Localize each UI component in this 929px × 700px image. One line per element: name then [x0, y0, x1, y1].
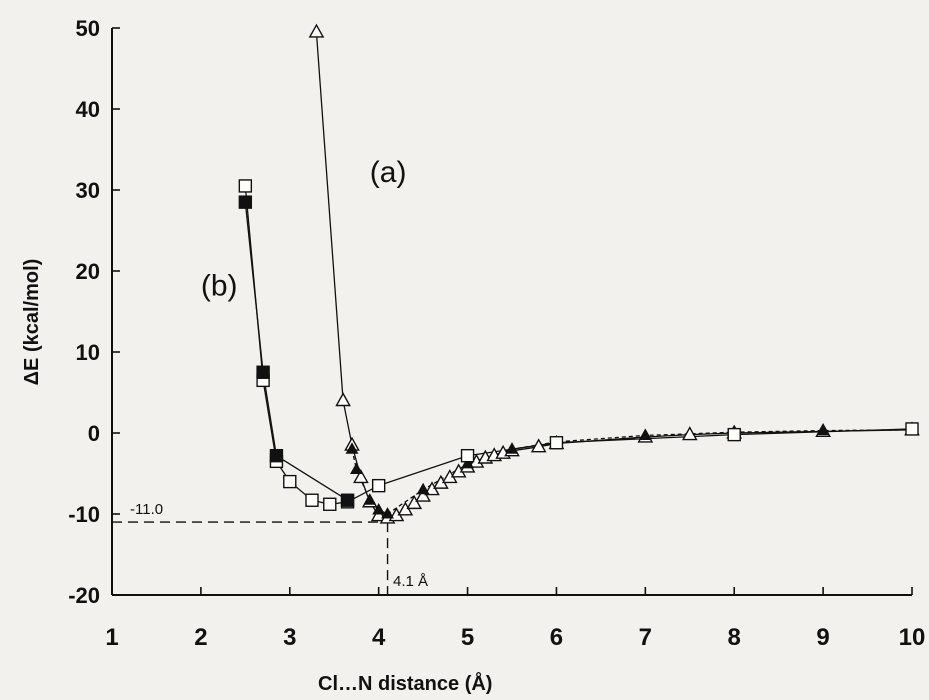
data-point-triangle	[335, 392, 351, 407]
series-line-1	[351, 429, 913, 515]
x-tick-label: 5	[461, 624, 474, 651]
data-point-square	[727, 427, 741, 442]
y-tick-label: 50	[76, 16, 100, 41]
data-point-square	[549, 436, 564, 450]
data-point-triangle	[381, 507, 394, 519]
x-tick-label: 3	[283, 624, 296, 651]
data-point-triangle	[530, 438, 547, 453]
data-point-triangle	[461, 456, 474, 469]
min-energy-label: -11.0	[130, 501, 163, 518]
x-tick-label: 4	[372, 624, 386, 651]
data-point-triangle	[416, 482, 430, 495]
x-axis-title: Cl…N distance (Å)	[318, 671, 492, 695]
ticks: -20 -10 0 10 20 30 40 50 1 2 3 4 5 6 7 8 9 10	[68, 16, 925, 651]
data-point-triangle	[681, 426, 698, 441]
series-line-0	[315, 31, 913, 519]
y-tick-label: 10	[76, 340, 100, 365]
data-point-square	[283, 474, 297, 489]
x-tick-label: 7	[639, 624, 652, 651]
data-point-triangle	[345, 442, 359, 454]
data-point-triangle	[363, 493, 377, 505]
y-tick-label: -20	[68, 583, 100, 608]
curve-label-a: (a)	[370, 156, 407, 189]
data-point-triangle	[372, 503, 386, 515]
series-lines	[244, 31, 913, 519]
data-point-square	[905, 422, 919, 436]
x-tick-label: 1	[105, 624, 118, 651]
axes	[111, 28, 912, 596]
x-tick-label: 10	[899, 624, 926, 651]
data-point-triangle	[350, 462, 363, 474]
data-point-triangle	[816, 423, 830, 436]
data-point-triangle	[638, 428, 652, 440]
min-distance-label: 4.1 Å	[393, 573, 428, 590]
series-markers	[238, 23, 920, 524]
y-tick-label: 40	[76, 97, 100, 122]
y-axis-title: ΔE (kcal/mol)	[21, 259, 43, 386]
data-point-square	[238, 179, 253, 193]
y-tick-label: -10	[68, 502, 100, 527]
minimum-guides	[112, 521, 389, 595]
data-point-square	[269, 448, 284, 463]
data-point-triangle	[505, 442, 519, 454]
y-tick-label: 20	[76, 259, 100, 284]
data-point-square	[371, 478, 386, 493]
x-tick-label: 6	[550, 624, 563, 651]
x-tick-label: 2	[194, 624, 207, 651]
y-tick-label: 0	[88, 421, 100, 446]
data-point-square	[238, 195, 253, 209]
x-tick-label: 9	[816, 624, 829, 651]
data-point-triangle	[406, 495, 423, 510]
y-tick-label: 30	[76, 178, 100, 203]
data-point-triangle	[353, 469, 369, 484]
x-tick-label: 8	[728, 624, 741, 651]
data-point-triangle	[308, 23, 325, 38]
text-labels: Cl…N distance (Å) ΔE (kcal/mol) -11.0 4.…	[21, 156, 492, 695]
data-point-square	[256, 365, 270, 379]
data-point-square	[460, 448, 475, 463]
data-point-square	[305, 493, 319, 507]
series-line-2	[244, 185, 913, 505]
curve-label-b: (b)	[201, 269, 238, 302]
series-line-3	[244, 202, 348, 501]
data-point-square	[323, 497, 337, 511]
data-point-square	[340, 493, 355, 507]
